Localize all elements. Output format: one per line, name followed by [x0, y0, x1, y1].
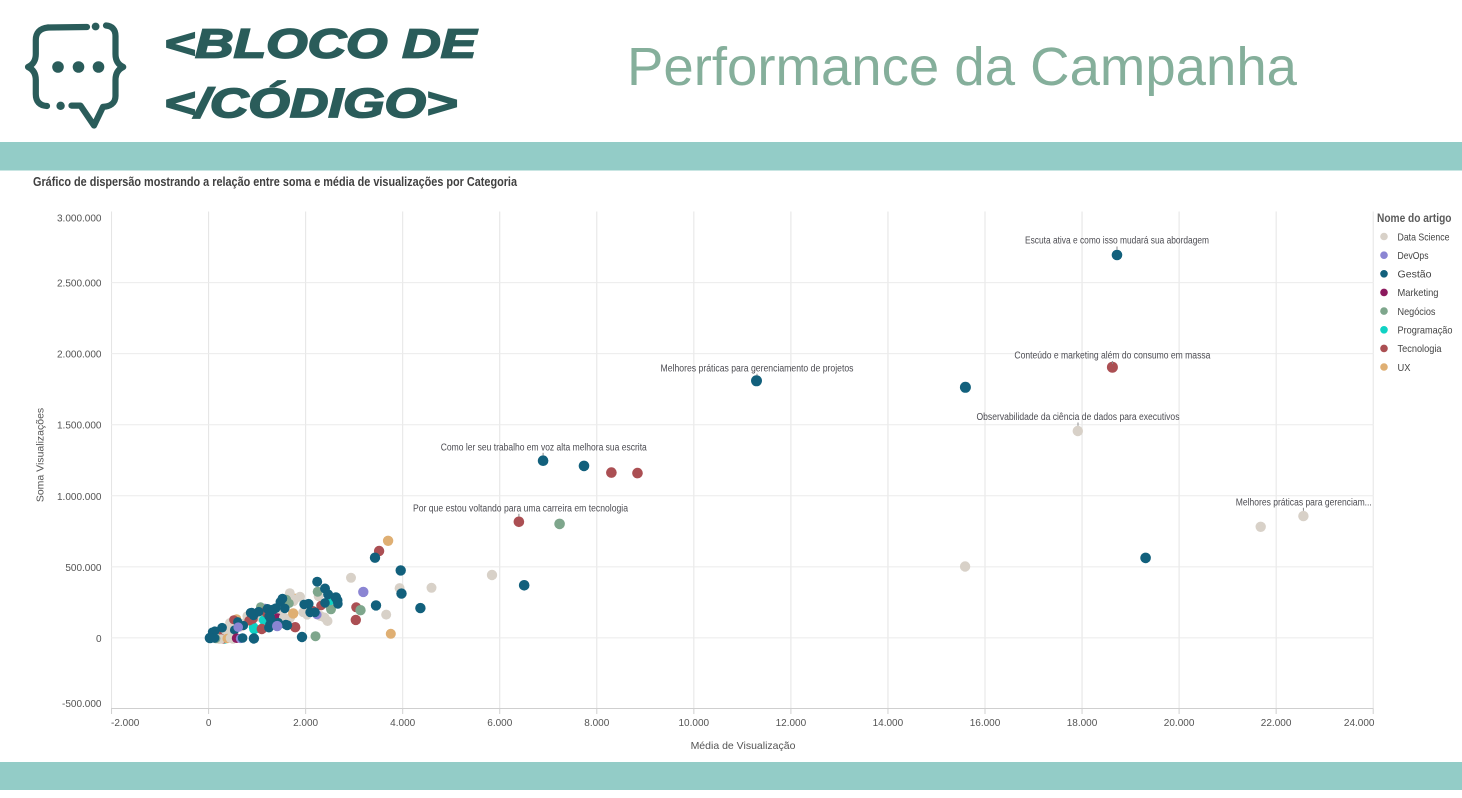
- svg-text:DevOps: DevOps: [1398, 250, 1429, 262]
- svg-text:14.000: 14.000: [873, 718, 904, 729]
- svg-text:UX: UX: [1398, 362, 1411, 374]
- svg-text:Como ler seu trabalho em voz a: Como ler seu trabalho em voz alta melhor…: [441, 442, 647, 453]
- svg-text:1.000.000: 1.000.000: [57, 492, 102, 503]
- svg-text:12.000: 12.000: [776, 718, 807, 729]
- svg-text:22.000: 22.000: [1261, 718, 1292, 729]
- svg-text:10.000: 10.000: [679, 718, 710, 729]
- svg-text:3.000.000: 3.000.000: [57, 214, 102, 225]
- svg-text:16.000: 16.000: [970, 718, 1001, 729]
- svg-text:2.000.000: 2.000.000: [57, 350, 102, 361]
- svg-text:</CÓDIGO>: </CÓDIGO>: [164, 80, 457, 127]
- svg-text:2.500.000: 2.500.000: [57, 279, 102, 290]
- svg-text:Observabilidade da ciência de: Observabilidade da ciência de dados para…: [977, 412, 1180, 423]
- svg-text:0: 0: [96, 634, 102, 645]
- svg-text:-2.000: -2.000: [111, 718, 140, 729]
- svg-text:Melhores práticas para gerenci: Melhores práticas para gerenciam...: [1236, 497, 1372, 508]
- svg-text:Tecnologia: Tecnologia: [1398, 343, 1442, 355]
- svg-text:Gestão: Gestão: [1398, 269, 1432, 281]
- svg-text:Negócios: Negócios: [1398, 306, 1436, 318]
- svg-text:Programação: Programação: [1398, 325, 1453, 337]
- svg-text:24.000: 24.000: [1344, 718, 1375, 729]
- svg-text:Nome do artigo: Nome do artigo: [1377, 211, 1452, 225]
- svg-text:Marketing: Marketing: [1398, 287, 1439, 299]
- svg-text:1.500.000: 1.500.000: [57, 421, 102, 432]
- svg-text:6.000: 6.000: [487, 718, 512, 729]
- svg-text:Média de Visualização: Média de Visualização: [691, 740, 796, 752]
- svg-text:Soma Visualizações: Soma Visualizações: [35, 408, 47, 502]
- svg-text:2.000: 2.000: [293, 718, 318, 729]
- svg-text:<BLOCO DE: <BLOCO DE: [164, 21, 478, 67]
- svg-text:Melhores práticas para gerenci: Melhores práticas para gerenciamento de …: [661, 363, 854, 374]
- svg-text:Por que estou voltando para um: Por que estou voltando para uma carreira…: [413, 503, 628, 514]
- svg-text:8.000: 8.000: [584, 718, 609, 729]
- svg-text:Gráfico de dispersão mostrando: Gráfico de dispersão mostrando a relação…: [33, 175, 518, 189]
- svg-text:20.000: 20.000: [1164, 718, 1195, 729]
- svg-text:Escuta ativa e como isso mudar: Escuta ativa e como isso mudará sua abor…: [1025, 236, 1209, 247]
- svg-text:500.000: 500.000: [65, 563, 102, 574]
- svg-text:Data Science: Data Science: [1398, 231, 1450, 243]
- svg-text:Conteúdo e marketing além do c: Conteúdo e marketing além do consumo em …: [1014, 351, 1210, 362]
- svg-text:4.000: 4.000: [390, 718, 415, 729]
- svg-text:-500.000: -500.000: [62, 699, 102, 710]
- svg-text:18.000: 18.000: [1067, 718, 1098, 729]
- svg-text:Performance da Campanha: Performance da Campanha: [627, 37, 1298, 97]
- svg-text:0: 0: [206, 718, 212, 729]
